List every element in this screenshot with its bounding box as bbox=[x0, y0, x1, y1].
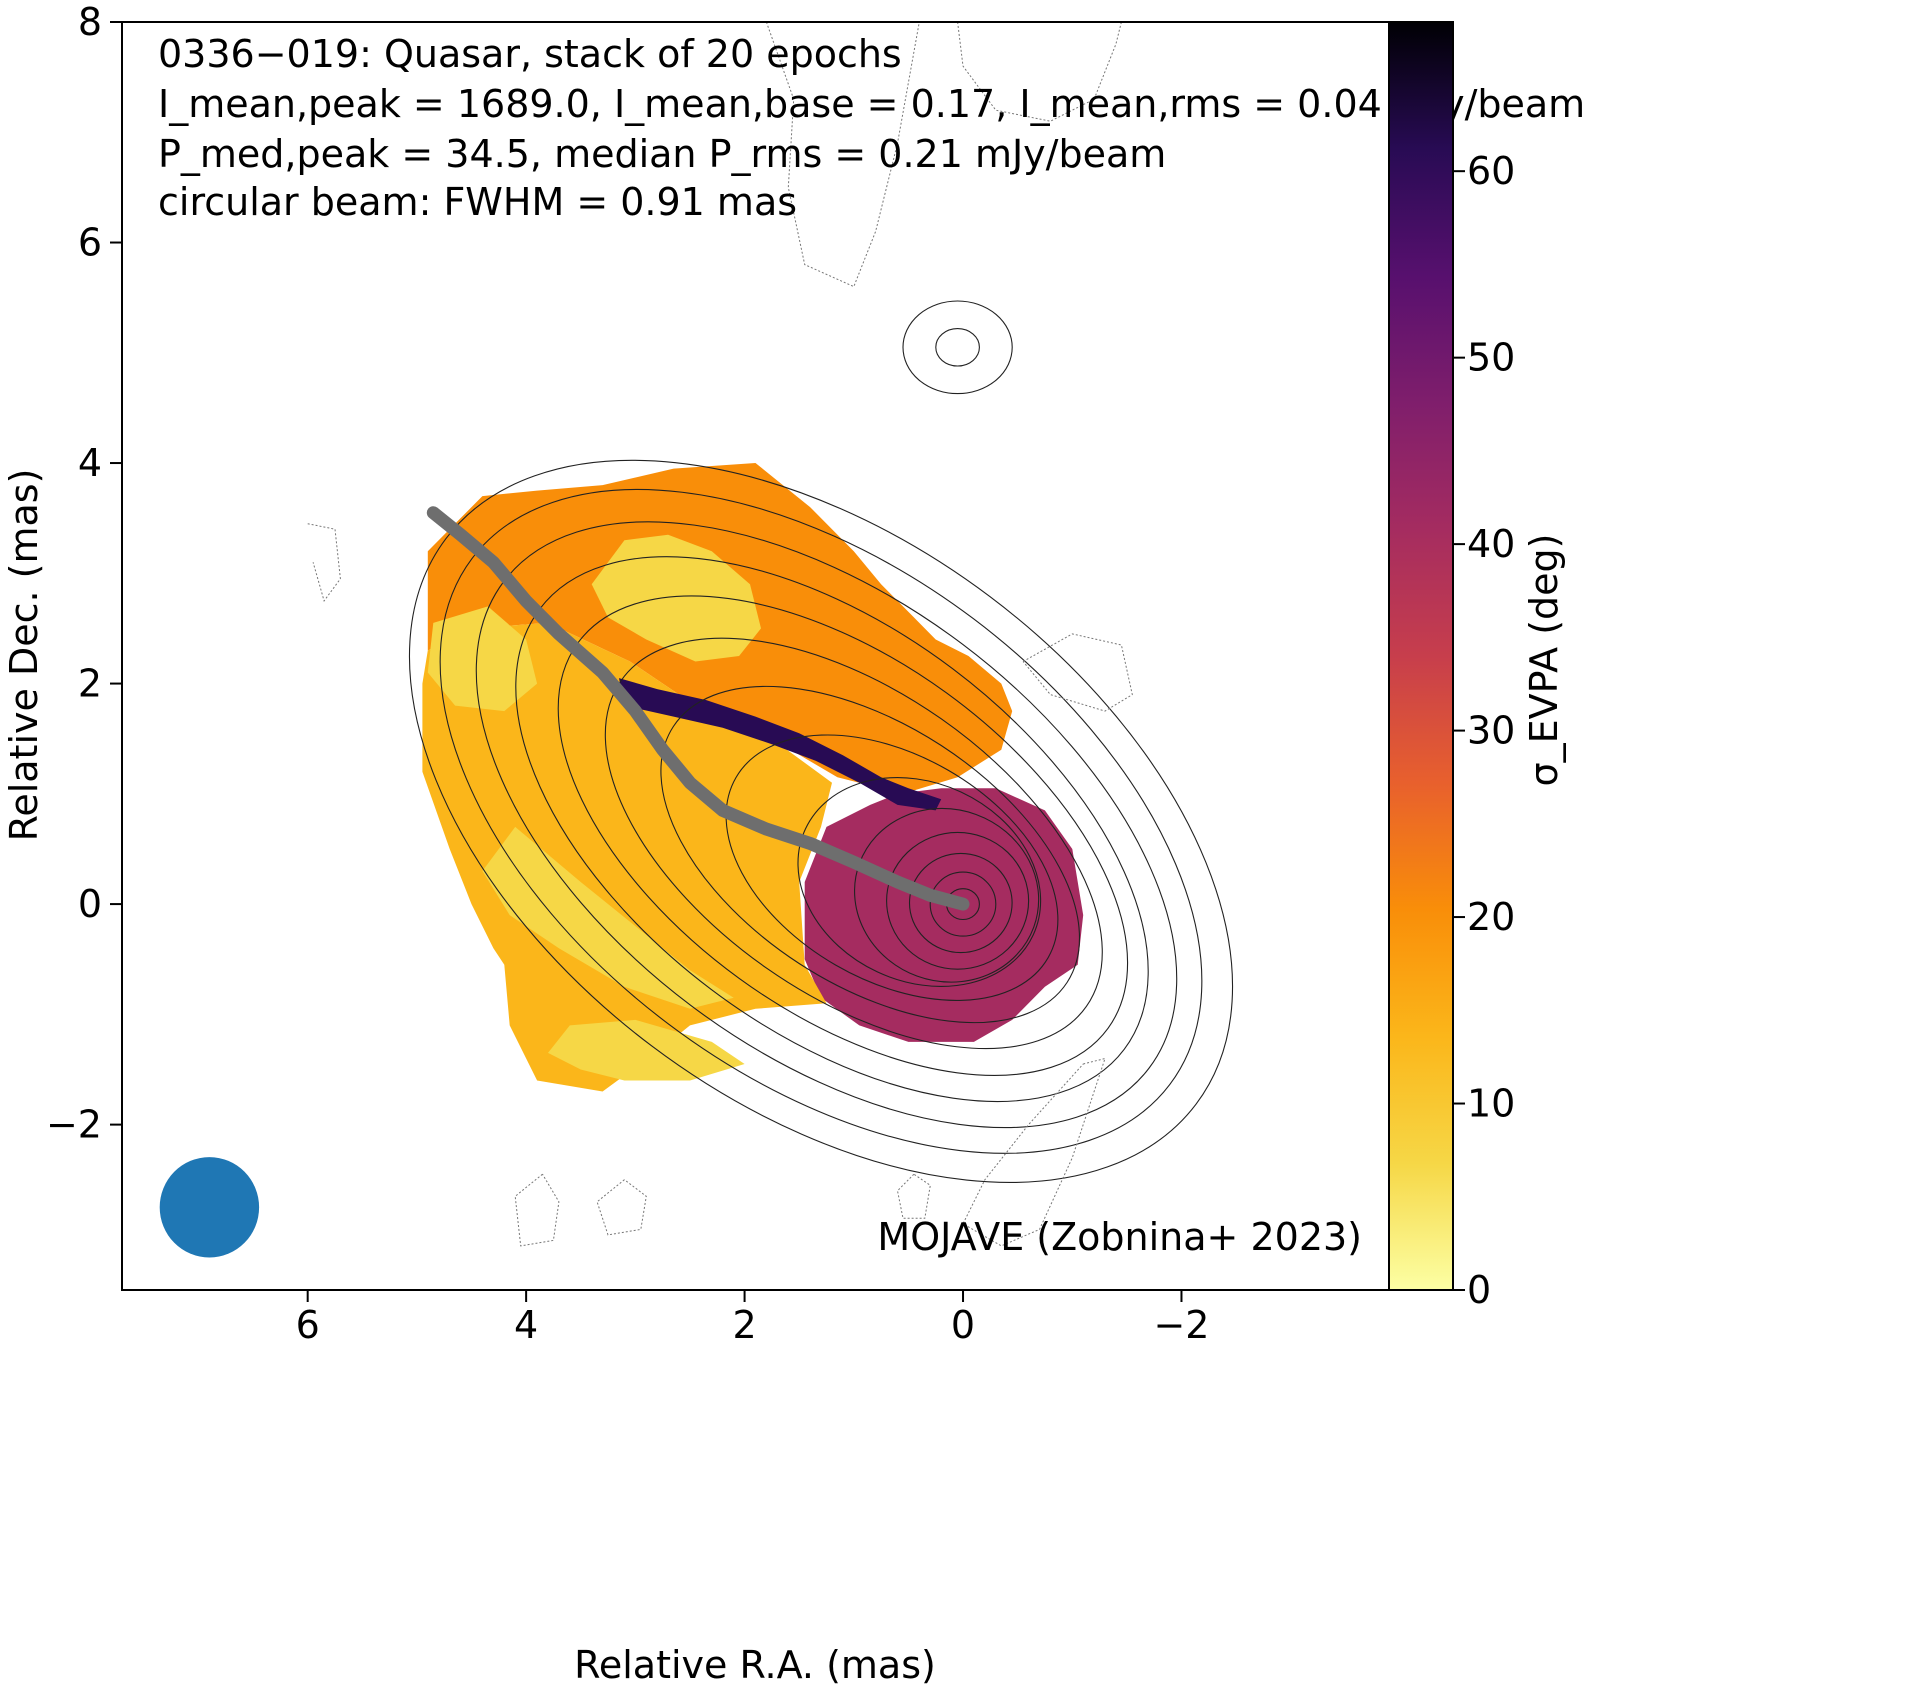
contour-dotted-7 bbox=[596, 1179, 647, 1236]
region-core bbox=[804, 788, 1084, 1042]
title-block: 0336−019: Quasar, stack of 20 epochs I_m… bbox=[158, 32, 1585, 224]
region-lower-jet bbox=[422, 622, 832, 1092]
contour-solid-12 bbox=[929, 871, 997, 937]
x-axis: 6 4 2 0 −2 bbox=[296, 1290, 1209, 1347]
region-upper-bright-blob bbox=[591, 534, 761, 662]
x-tick-label: 0 bbox=[951, 1303, 975, 1347]
contour-dotted-0 bbox=[765, 22, 920, 288]
title-line-3: P_med,peak = 34.5, median P_rms = 0.21 m… bbox=[158, 132, 1166, 176]
colorbar-tick-label: 0 bbox=[1467, 1268, 1491, 1312]
region-lower-bright-tail bbox=[548, 1019, 745, 1081]
contour-solid-6 bbox=[660, 685, 1081, 1024]
y-axis-label: Relative Dec. (mas) bbox=[2, 469, 46, 842]
evpa-variance-map bbox=[422, 463, 1084, 1092]
beam bbox=[159, 1157, 260, 1258]
colorbar-tick-label: 40 bbox=[1467, 522, 1515, 566]
colorbar-tick-label: 30 bbox=[1467, 709, 1515, 753]
y-tick-label: 6 bbox=[78, 221, 102, 265]
region-lower-bright-band bbox=[482, 826, 734, 1009]
colorbar bbox=[1388, 21, 1454, 1291]
title-line-2: I_mean,peak = 1689.0, I_mean,base = 0.17… bbox=[158, 82, 1585, 126]
contour-solid-7 bbox=[725, 734, 1059, 1001]
colorbar-tick-label: 10 bbox=[1467, 1082, 1515, 1126]
colorbar-tick-label: 60 bbox=[1467, 149, 1515, 193]
title-line-1: 0336−019: Quasar, stack of 20 epochs bbox=[158, 32, 902, 76]
y-tick-label: −2 bbox=[46, 1103, 102, 1147]
contour-solid-5 bbox=[604, 637, 1103, 1050]
contour-solid-1 bbox=[439, 488, 1203, 1154]
y-tick-label: 0 bbox=[78, 882, 102, 926]
contour-solid-10 bbox=[886, 831, 1030, 970]
x-axis-label: Relative R.A. (mas) bbox=[574, 1643, 936, 1687]
contour-dotted-4 bbox=[962, 1057, 1106, 1247]
y-tick-label: 2 bbox=[78, 662, 102, 706]
contour-dotted-1 bbox=[957, 22, 1122, 122]
contour-solid-14 bbox=[902, 300, 1013, 395]
title-line-4: circular beam: FWHM = 0.91 mas bbox=[158, 180, 797, 224]
ridge-line-path bbox=[426, 506, 970, 911]
y-axis: −2 0 2 4 6 8 bbox=[46, 0, 122, 1147]
x-tick-label: 4 bbox=[514, 1303, 538, 1347]
colorbar-tick-label: 20 bbox=[1467, 895, 1515, 939]
contour-dotted-2 bbox=[307, 523, 341, 603]
contour-dotted-3 bbox=[1022, 633, 1133, 712]
x-tick-label: 2 bbox=[732, 1303, 756, 1347]
colorbar-tick-label: 50 bbox=[1467, 336, 1515, 380]
x-tick-label: −2 bbox=[1153, 1303, 1209, 1347]
plot-area bbox=[159, 22, 1234, 1258]
y-tick-label: 4 bbox=[78, 441, 102, 485]
region-left-bright-blob bbox=[427, 606, 538, 712]
beam-ellipse bbox=[159, 1157, 260, 1258]
contour-dotted-5 bbox=[896, 1173, 931, 1219]
colorbar-axis: 0 10 20 30 40 50 60 bbox=[1453, 149, 1515, 1312]
contour-solid-15 bbox=[935, 328, 980, 367]
contour-solid-11 bbox=[908, 852, 1013, 954]
colorbar-label: σ_EVPA (deg) bbox=[1522, 534, 1566, 787]
contour-dotted-6 bbox=[514, 1173, 560, 1247]
jet-ridge-line bbox=[426, 506, 970, 911]
contour-solid-8 bbox=[797, 777, 1042, 987]
y-tick-label: 8 bbox=[78, 0, 102, 44]
credit-annotation: MOJAVE (Zobnina+ 2023) bbox=[877, 1215, 1362, 1259]
contour-solid-0 bbox=[408, 459, 1234, 1183]
x-tick-label: 6 bbox=[296, 1303, 320, 1347]
region-high-variance-band bbox=[619, 678, 942, 811]
